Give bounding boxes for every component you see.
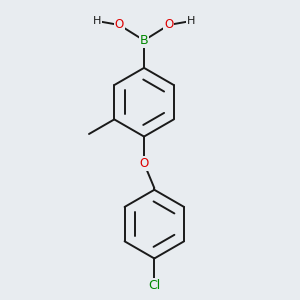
Text: Cl: Cl — [148, 279, 160, 292]
Text: O: O — [140, 157, 149, 170]
Text: O: O — [115, 18, 124, 32]
Text: H: H — [93, 16, 101, 26]
Text: H: H — [187, 16, 195, 26]
Text: O: O — [164, 18, 173, 32]
Text: B: B — [140, 34, 148, 47]
